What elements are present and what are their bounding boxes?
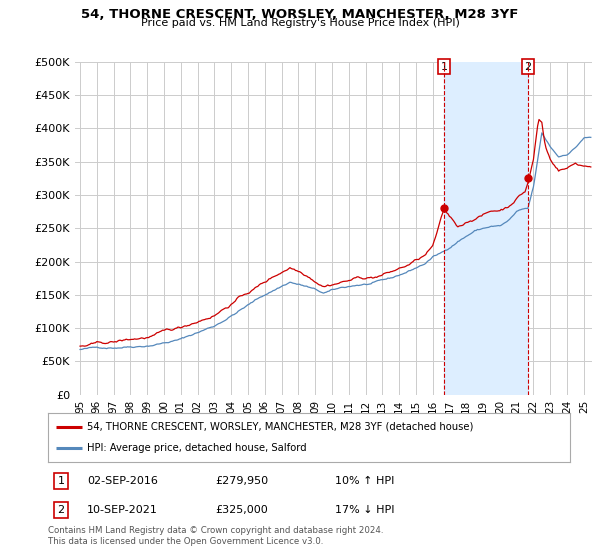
Text: 02-SEP-2016: 02-SEP-2016 [87, 475, 158, 486]
Text: Contains HM Land Registry data © Crown copyright and database right 2024.
This d: Contains HM Land Registry data © Crown c… [48, 526, 383, 546]
Text: 17% ↓ HPI: 17% ↓ HPI [335, 505, 395, 515]
Text: 2: 2 [58, 505, 65, 515]
Text: Price paid vs. HM Land Registry's House Price Index (HPI): Price paid vs. HM Land Registry's House … [140, 18, 460, 29]
Text: 1: 1 [58, 475, 64, 486]
Text: £279,950: £279,950 [215, 475, 268, 486]
Text: £325,000: £325,000 [215, 505, 268, 515]
Text: HPI: Average price, detached house, Salford: HPI: Average price, detached house, Salf… [87, 443, 307, 453]
Bar [444, 62, 528, 395]
Text: 54, THORNE CRESCENT, WORSLEY, MANCHESTER, M28 3YF: 54, THORNE CRESCENT, WORSLEY, MANCHESTER… [82, 8, 518, 21]
Text: 54, THORNE CRESCENT, WORSLEY, MANCHESTER, M28 3YF (detached house): 54, THORNE CRESCENT, WORSLEY, MANCHESTER… [87, 422, 473, 432]
Text: 1: 1 [440, 62, 448, 72]
Text: 10-SEP-2021: 10-SEP-2021 [87, 505, 158, 515]
Text: 10% ↑ HPI: 10% ↑ HPI [335, 475, 394, 486]
Text: 2: 2 [524, 62, 532, 72]
